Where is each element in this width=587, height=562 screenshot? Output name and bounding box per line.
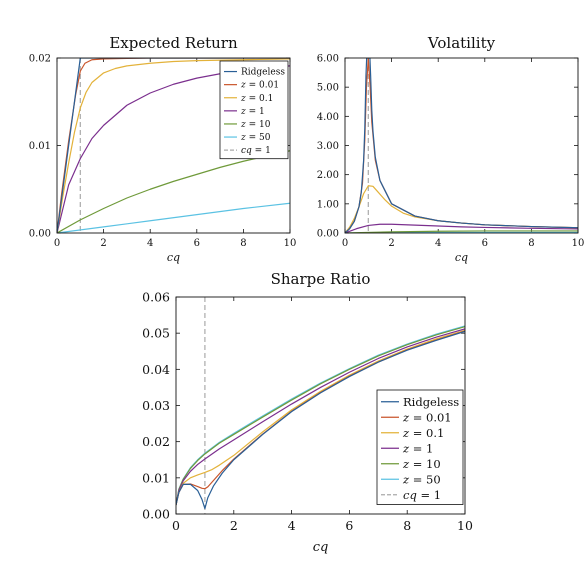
series-line-z-0-1 (57, 58, 290, 233)
legend-label: z = 0.01 (240, 81, 279, 91)
x-tick-label: 8 (403, 518, 411, 533)
x-tick-label: 0 (172, 518, 180, 533)
y-tick-label: 0.00 (317, 229, 339, 240)
chart-title: Sharpe Ratio (271, 270, 371, 288)
x-tick-label: 4 (288, 518, 296, 533)
chart-0: Expected Return 0 2 4 6 8 10 0.00 0.01 0.02 cq Ridg… (29, 34, 297, 264)
series-group (176, 325, 465, 510)
series-line-z-0-1 (176, 329, 465, 506)
x-tick-label: 8 (240, 238, 246, 249)
y-tick-label: 0.04 (142, 362, 170, 377)
x-tick-label: 8 (528, 238, 534, 249)
y-tick-label: 0.01 (142, 470, 170, 485)
y-tick-label: 0.01 (29, 141, 51, 152)
chart-1: Volatility 0 2 4 6 8 10 0.00 1.00 2.00 3.00 4.00 5.0… (317, 34, 585, 264)
x-tick-label: 0 (54, 238, 60, 249)
x-tick-label: 10 (457, 518, 473, 533)
series-line-z-10 (345, 230, 578, 233)
x-axis-label: cq (167, 251, 180, 264)
axes-frame (175, 296, 466, 515)
x-tick-label: 10 (284, 238, 297, 249)
axes-frame (56, 57, 291, 234)
legend-label: Ridgeless (403, 395, 459, 409)
legend-label: z = 0.1 (240, 94, 273, 104)
y-tick-label: 0.00 (29, 229, 51, 240)
legend-label: z = 10 (240, 120, 271, 130)
series-line-z-10 (57, 150, 290, 233)
legend-label: cq = 1 (241, 146, 271, 156)
y-tick-label: 6.00 (317, 54, 339, 65)
legend: Ridgeless z = 0.01 z = 0.1 z = 1 z = 10 z = 5… (219, 60, 289, 160)
series-line-z-50 (57, 202, 290, 233)
x-tick-label: 6 (194, 238, 200, 249)
legend-label: z = 1 (240, 107, 265, 117)
x-tick-label: 0 (342, 238, 348, 249)
chart-title: Expected Return (109, 34, 238, 52)
series-line-z-1 (176, 328, 465, 506)
y-tick-label: 3.00 (317, 141, 339, 152)
y-tick-label: 2.00 (317, 170, 339, 181)
series-line-z-10 (176, 326, 465, 506)
chart-2: Sharpe Ratio 0 2 4 6 8 10 0.00 0.01 0.02 0.03 0.04 0… (142, 270, 473, 555)
x-tick-label: 10 (572, 238, 585, 249)
legend-label: z = 1 (402, 441, 433, 455)
y-tick-label: 0.00 (142, 507, 170, 522)
y-tick-label: 0.06 (142, 290, 170, 305)
x-axis-label: cq (313, 540, 329, 555)
x-tick-label: 4 (147, 238, 153, 249)
x-tick-label: 2 (388, 238, 394, 249)
series-line-ridgeless (57, 58, 290, 233)
legend-label: z = 50 (240, 133, 271, 143)
y-tick-label: 0.02 (29, 54, 51, 65)
x-axis-label: cq (455, 251, 468, 264)
series-line-ridgeless (176, 330, 465, 510)
y-tick-label: 0.02 (142, 434, 170, 449)
legend-box (219, 60, 289, 160)
legend-label: z = 10 (402, 457, 441, 471)
series-line-ridgeless (345, 58, 578, 233)
y-tick-label: 0.05 (142, 326, 170, 341)
y-tick-label: 5.00 (317, 83, 339, 94)
legend-label: z = 0.1 (402, 426, 444, 440)
axes-frame (344, 57, 579, 234)
x-tick-label: 2 (230, 518, 238, 533)
y-tick-label: 0.03 (142, 398, 170, 413)
chart-title: Volatility (427, 34, 496, 52)
x-tick-label: 6 (345, 518, 353, 533)
series-group (345, 58, 578, 233)
x-tick-label: 4 (435, 238, 441, 249)
y-tick-label: 1.00 (317, 199, 339, 210)
series-line-z-0-1 (345, 185, 578, 233)
legend-label: z = 0.01 (402, 410, 452, 424)
legend-label: z = 50 (402, 472, 441, 486)
series-line-z-0-01 (345, 58, 578, 233)
x-tick-label: 6 (482, 238, 488, 249)
legend-box (376, 389, 464, 505)
x-tick-label: 2 (100, 238, 106, 249)
y-tick-label: 4.00 (317, 112, 339, 123)
legend-label: Ridgeless (241, 68, 285, 78)
series-line-z-1 (345, 223, 578, 233)
legend-label: cq = 1 (403, 488, 441, 502)
